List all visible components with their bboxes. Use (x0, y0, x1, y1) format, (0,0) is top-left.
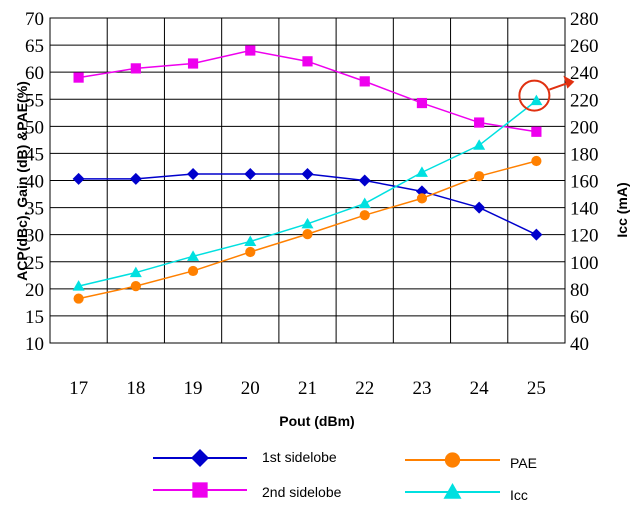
point-pae (73, 293, 84, 304)
x-tick-label: 21 (298, 378, 317, 399)
y-left-tick-label: 15 (25, 307, 44, 328)
point-icc (244, 235, 257, 246)
y-left-tick-label: 40 (25, 172, 44, 193)
legend: 1st sidelobe 2nd sidelobe PAE Icc (153, 449, 537, 503)
legend-marker-1st-sidelobe (191, 449, 209, 467)
y-right-tick-label: 80 (570, 280, 589, 301)
legend-marker-2nd-sidelobe (192, 482, 208, 498)
x-tick-label: 20 (241, 378, 260, 399)
x-tick-label: 18 (126, 378, 145, 399)
point-icc (301, 217, 314, 229)
annotation-circle (518, 79, 551, 112)
point-icc (187, 250, 200, 261)
series-line-icc (78, 100, 537, 287)
y-left-tick-label: 10 (25, 334, 44, 355)
annotation-arrow-head (563, 75, 575, 89)
point-pae (531, 155, 542, 167)
y-left-tick-label: 55 (25, 90, 44, 111)
y-right-tick-label: 40 (570, 334, 589, 355)
point-2nd-sidelobe (187, 58, 199, 69)
y-right-tick-label: 120 (570, 226, 599, 247)
y-right-tick-label: 200 (570, 117, 599, 138)
legend-label-pae: PAE (510, 455, 537, 471)
point-1st-sidelobe (358, 174, 371, 187)
y-right-tick-label: 140 (570, 199, 599, 220)
point-pae (245, 246, 256, 258)
y-left-title: ACP(dBc), Gain (dB) &PAE(%) (14, 81, 30, 281)
y-left-tick-label: 20 (25, 280, 44, 301)
y-right-tick-label: 280 (570, 9, 599, 30)
legend-label-2nd-sidelobe: 2nd sidelobe (262, 484, 342, 500)
point-2nd-sidelobe (531, 126, 542, 137)
point-1st-sidelobe (301, 168, 314, 180)
point-icc (72, 280, 85, 291)
point-pae (359, 210, 370, 221)
point-icc (473, 139, 486, 150)
point-1st-sidelobe (473, 201, 486, 214)
point-1st-sidelobe (244, 168, 257, 180)
point-2nd-sidelobe (416, 97, 428, 109)
point-icc (530, 94, 543, 106)
series-markers (72, 45, 543, 304)
point-icc (415, 166, 428, 177)
legend-marker-icc (443, 483, 462, 499)
point-1st-sidelobe (530, 228, 543, 241)
annotation (518, 75, 575, 112)
x-axis-title: Pout (dBm) (279, 413, 354, 429)
x-tick-label: 24 (470, 378, 490, 399)
y-left-tick-label: 30 (25, 226, 44, 247)
y-right-tick-label: 220 (570, 90, 599, 111)
point-pae (416, 193, 428, 204)
y-right-tick-label: 100 (570, 253, 599, 274)
point-icc (129, 266, 142, 278)
point-pae (130, 281, 141, 292)
y-right-title: Icc (mA) (614, 182, 630, 237)
y-right-tick-label: 160 (570, 172, 599, 193)
y-left-tick-label: 35 (25, 199, 44, 220)
y-left-tick-label: 25 (25, 253, 44, 274)
point-2nd-sidelobe (474, 117, 485, 128)
x-tick-label: 17 (69, 378, 88, 399)
point-1st-sidelobe (129, 172, 142, 185)
y-left-tick-label: 50 (25, 117, 44, 138)
legend-label-icc: Icc (510, 487, 528, 503)
y-left-tick-label: 65 (25, 36, 44, 57)
point-1st-sidelobe (187, 168, 200, 180)
x-tick-label: 23 (412, 378, 431, 399)
point-pae (302, 229, 313, 240)
x-tick-label: 25 (527, 378, 546, 399)
y-left-tick-label: 45 (25, 144, 44, 165)
x-tick-label: 22 (355, 378, 374, 399)
point-pae (474, 171, 485, 182)
y-right-tick-label: 240 (570, 63, 599, 84)
y-right-tick-label: 60 (570, 307, 589, 328)
annotation-arrow-line (549, 82, 567, 91)
legend-label-1st-sidelobe: 1st sidelobe (262, 449, 337, 465)
y-right-tick-label: 180 (570, 144, 599, 165)
point-pae (187, 265, 199, 277)
x-tick-label: 19 (184, 378, 203, 399)
point-1st-sidelobe (72, 172, 85, 185)
y-left-tick-label: 70 (25, 9, 44, 30)
grid (49, 17, 566, 344)
point-2nd-sidelobe (359, 76, 370, 87)
point-2nd-sidelobe (245, 45, 256, 56)
legend-marker-pae (444, 452, 461, 468)
tick-labels: 10 15 20 25 30 35 40 45 50 55 60 65 70 40 60 80 100 120 14… (25, 9, 599, 399)
point-2nd-sidelobe (73, 72, 84, 83)
point-icc (358, 197, 371, 209)
y-left-tick-label: 60 (25, 63, 44, 84)
y-right-tick-label: 260 (570, 36, 599, 57)
point-2nd-sidelobe (302, 56, 313, 67)
point-2nd-sidelobe (130, 63, 141, 74)
